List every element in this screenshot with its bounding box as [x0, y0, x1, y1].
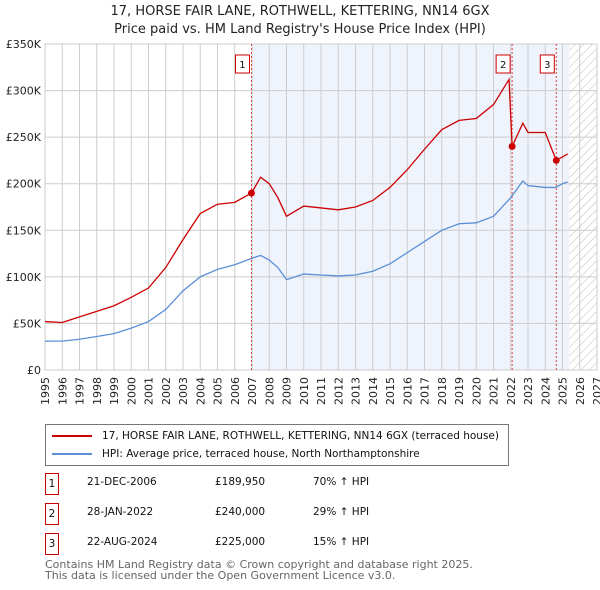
x-tick-label: 2001 — [143, 377, 156, 405]
x-tick-label: 2002 — [160, 377, 173, 405]
sale-point — [508, 142, 516, 150]
sale-price: £240,000 — [215, 506, 266, 518]
x-tick-label: 2018 — [436, 377, 449, 405]
x-tick-label: 2027 — [591, 377, 600, 405]
ownership-shading — [251, 44, 570, 370]
x-tick-label: 2022 — [505, 377, 518, 405]
x-tick-label: 2013 — [350, 377, 363, 405]
x-tick-label: 2023 — [522, 377, 535, 405]
x-tick-label: 2017 — [419, 377, 432, 405]
legend-swatch-property — [52, 435, 92, 437]
y-tick-label: £100K — [6, 271, 42, 284]
sale-label-box — [495, 54, 511, 74]
x-tick-label: 2009 — [281, 377, 294, 405]
x-tick-label: 2020 — [470, 377, 483, 405]
footer-line-2: This data is licensed under the Open Gov… — [45, 569, 396, 582]
x-tick-label: 2025 — [557, 377, 570, 405]
x-tick-label: 2011 — [315, 377, 328, 405]
x-tick-label: 2016 — [401, 377, 414, 405]
x-tick-label: 2019 — [453, 377, 466, 405]
x-tick-label: 2026 — [574, 377, 587, 405]
x-tick-label: 2006 — [229, 377, 242, 405]
footer: Contains HM Land Registry data © Crown c… — [45, 559, 473, 581]
hpi-line — [45, 179, 568, 342]
sale-price: £225,000 — [215, 536, 266, 548]
x-tick-label: 2004 — [194, 377, 207, 405]
legend: 17, HORSE FAIR LANE, ROTHWELL, KETTERING… — [45, 424, 509, 466]
x-tick-label: 2021 — [488, 377, 501, 405]
sale-hpi-diff: 70% ↑ HPI — [313, 476, 370, 488]
plot-area: 1995 1996 1997 1998 1999 2000 2001 2002 2003 2004… — [6, 38, 600, 405]
chart-title: 17, HORSE FAIR LANE, ROTHWELL, KETTERING… — [110, 4, 490, 19]
legend-label-hpi: HPI: Average price, terraced house, Nort… — [102, 448, 420, 460]
y-tick-label: £150K — [6, 224, 42, 237]
sale-point — [552, 156, 560, 164]
footer-line-1: Contains HM Land Registry data © Crown c… — [45, 558, 473, 571]
x-tick-label: 2012 — [332, 377, 345, 405]
sale-label: 1 — [239, 60, 245, 71]
legend-swatch-hpi — [52, 453, 92, 455]
sale-point — [247, 189, 255, 197]
plot-border — [44, 43, 598, 371]
y-tick-label: £300K — [6, 85, 42, 98]
x-tick-label: 2003 — [177, 377, 190, 405]
sale-date: 22-AUG-2024 — [87, 536, 158, 548]
sale-label-box — [234, 54, 250, 74]
x-tick-label: 1996 — [56, 377, 69, 405]
x-tick-label: 2014 — [367, 377, 380, 405]
x-tick-label: 2000 — [125, 377, 138, 405]
sale-date: 28-JAN-2022 — [87, 506, 154, 518]
x-tick-label: 1999 — [108, 377, 121, 405]
sale-price: £189,950 — [215, 476, 266, 488]
sale-hpi-diff: 29% ↑ HPI — [313, 506, 370, 518]
x-tick-label: 1995 — [39, 377, 52, 405]
x-tick-label: 2008 — [263, 377, 276, 405]
x-tick-label: 1997 — [74, 377, 87, 405]
sale-badge: 3 — [45, 533, 59, 555]
sale-hpi-diff: 15% ↑ HPI — [313, 536, 370, 548]
x-tick-label: 2005 — [212, 377, 225, 405]
sale-label: 3 — [544, 60, 550, 71]
x-tick-label: 1998 — [91, 377, 104, 405]
chart-subtitle: Price paid vs. HM Land Registry's House … — [114, 22, 486, 37]
sale-badge: 1 — [45, 473, 59, 495]
y-tick-label: £250K — [6, 131, 42, 144]
sale-label-box — [539, 54, 555, 74]
forecast-hatch — [569, 44, 597, 370]
x-tick-label: 2024 — [539, 377, 552, 405]
property-price-line — [44, 77, 568, 324]
y-tick-label: £0 — [27, 364, 41, 377]
sale-badge: 2 — [45, 503, 59, 525]
y-tick-label: £350K — [6, 38, 42, 51]
legend-label-property: 17, HORSE FAIR LANE, ROTHWELL, KETTERING… — [102, 430, 499, 442]
sale-label: 2 — [500, 60, 506, 71]
x-tick-label: 2007 — [246, 377, 259, 405]
x-tick-label: 2010 — [298, 377, 311, 405]
sale-date: 21-DEC-2006 — [87, 476, 157, 488]
y-tick-label: £50K — [13, 317, 42, 330]
x-tick-label: 2015 — [384, 377, 397, 405]
y-tick-label: £200K — [6, 178, 42, 191]
